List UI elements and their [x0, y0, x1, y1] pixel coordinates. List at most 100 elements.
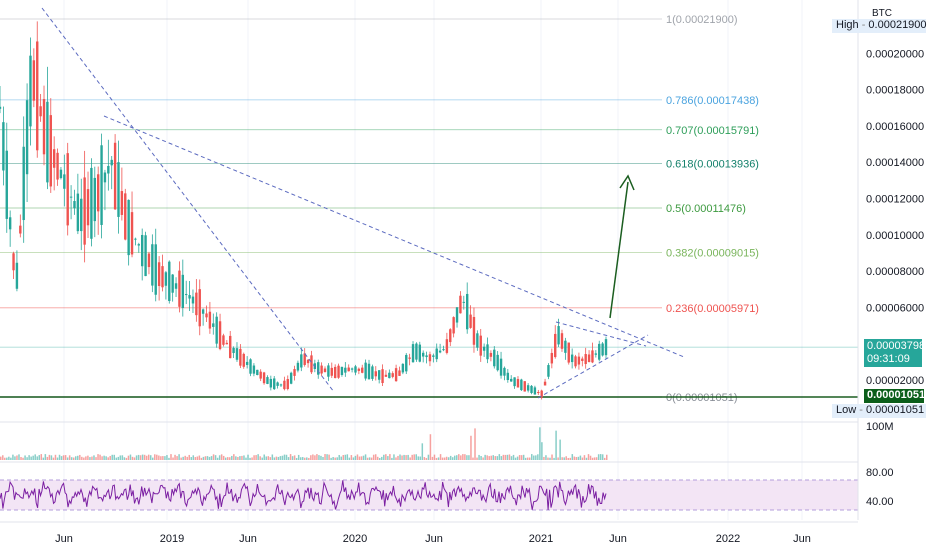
volume-bar — [411, 454, 413, 460]
volume-bar — [441, 457, 444, 460]
candle-body — [215, 316, 218, 344]
volume-bar — [111, 454, 113, 460]
volume-bar — [34, 454, 36, 460]
candle-body — [347, 367, 350, 372]
candle-body — [22, 146, 25, 221]
volume-pane: 100M — [0, 421, 894, 460]
candle-body — [516, 379, 520, 388]
volume-bar — [494, 456, 497, 460]
volume-bar — [443, 457, 446, 460]
candle-body — [36, 41, 39, 151]
trendlines[interactable] — [41, 7, 685, 399]
fib-label: 1(0.00021900) — [666, 14, 738, 26]
trendline-long — [103, 115, 685, 358]
time-axis[interactable]: Jun 2019 Jun 2020 Jun 2021 Jun 2022 Jun — [0, 521, 858, 545]
candle-body — [300, 354, 303, 368]
candle-body — [147, 253, 151, 268]
volume-bar — [156, 454, 158, 460]
volume-bar — [50, 455, 53, 460]
volume-bar — [482, 457, 484, 460]
volume-bar — [186, 456, 188, 460]
candle-body — [39, 106, 42, 117]
triangle-upper — [555, 321, 647, 347]
candle-body — [435, 348, 438, 360]
volume-bar — [508, 454, 511, 460]
candle-body — [0, 106, 2, 109]
candle-body — [493, 349, 496, 367]
volume-bar — [198, 455, 201, 460]
volume-bar — [245, 457, 247, 460]
rsi-line — [0, 480, 607, 511]
volume-bar — [535, 455, 537, 460]
rsi-tick-label: 40.00 — [866, 496, 894, 508]
volume-bar — [249, 457, 251, 460]
volume-bar — [101, 456, 103, 460]
price-tick-label: 0.00016000 — [866, 121, 924, 133]
volume-bar — [551, 454, 553, 460]
volume-bar — [16, 455, 18, 460]
candle-body — [550, 352, 554, 364]
candle-body — [90, 167, 93, 239]
volume-bar — [409, 457, 411, 460]
candle-body — [107, 165, 110, 174]
volume-bar — [453, 455, 456, 460]
volume-bar — [196, 456, 199, 460]
candle-body — [168, 261, 171, 301]
volume-bar — [68, 455, 71, 460]
volume-bar — [85, 456, 87, 460]
fib-label: 0.786(0.00017438) — [666, 95, 759, 107]
volume-bar — [285, 454, 288, 460]
candle-body — [510, 378, 513, 382]
volume-bar — [231, 455, 233, 460]
volume-bar — [10, 457, 12, 460]
volume-bar — [395, 457, 397, 460]
candle-body — [154, 244, 157, 295]
volume-bar — [599, 454, 602, 460]
volume-bar — [320, 455, 322, 460]
fib-label: 0.236(0.00005971) — [666, 303, 759, 315]
candle-body — [32, 60, 36, 101]
candle-body — [185, 294, 188, 296]
volume-bar — [581, 457, 584, 460]
volume-bar — [421, 443, 424, 460]
candle-body — [12, 253, 15, 271]
candle-body — [8, 217, 12, 230]
candle-body — [499, 358, 503, 376]
high-label: High — [836, 19, 859, 31]
price-axis[interactable]: 0.00020000 0.00018000 0.00016000 0.00014000… — [857, 0, 924, 520]
volume-bar — [466, 455, 468, 460]
volume-bar — [202, 456, 205, 460]
candle-body — [93, 177, 96, 222]
candle-body — [547, 365, 550, 377]
candle-body — [164, 272, 168, 286]
volume-bar — [328, 454, 330, 460]
volume-bar — [192, 455, 195, 460]
volume-bar — [557, 457, 559, 460]
projection-arrow[interactable] — [609, 174, 635, 319]
candle-body — [120, 191, 124, 215]
volume-bar — [533, 455, 535, 460]
candle-body — [130, 212, 134, 255]
volume-bar — [180, 457, 182, 460]
candle-body — [601, 343, 604, 356]
candle-body — [66, 153, 69, 226]
volume-bar — [399, 454, 401, 460]
candle-body — [42, 99, 46, 155]
volume-bar — [603, 457, 606, 460]
volume-bar — [541, 442, 543, 460]
volume-bar — [318, 455, 320, 460]
candle-body — [333, 366, 337, 379]
volume-bar — [222, 455, 225, 460]
candle-body — [337, 365, 340, 378]
bar-countdown: 09:31:09 — [867, 353, 910, 365]
volume-bar — [504, 454, 507, 460]
candle-body — [259, 371, 262, 379]
candle-body — [113, 142, 117, 210]
candle-body — [86, 189, 90, 226]
volume-bar — [561, 457, 563, 460]
fibonacci-retracement[interactable]: 1(0.00021900) 0.786(0.00017438) 0.707(0.00… — [0, 14, 858, 404]
candle-body — [391, 373, 394, 377]
volume-bar — [48, 454, 51, 460]
volume-bar — [66, 457, 69, 460]
